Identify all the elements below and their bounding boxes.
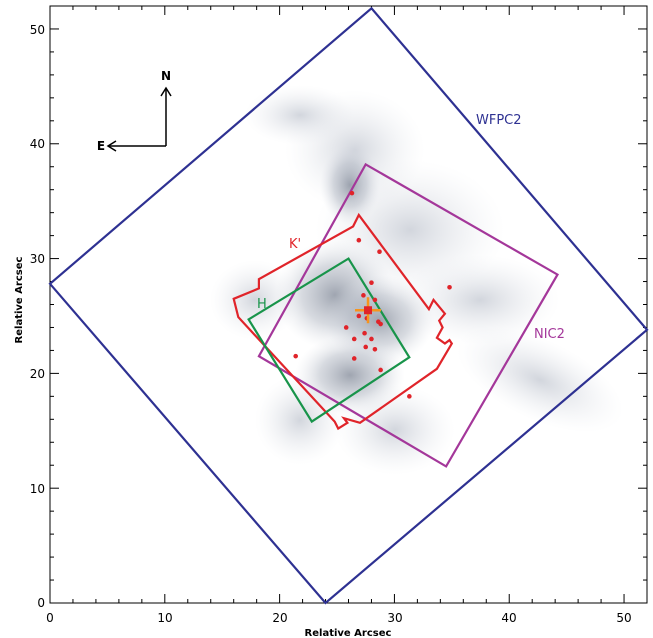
y-tick-label: 10 xyxy=(30,482,45,496)
y-tick-label: 30 xyxy=(30,252,45,266)
y-tick-label: 50 xyxy=(30,23,45,37)
x-tick-label: 40 xyxy=(501,611,516,625)
y-tick-labels: 0 10 20 30 40 50 xyxy=(30,23,45,610)
y-tick-label: 40 xyxy=(30,137,45,151)
center-square xyxy=(364,306,373,315)
star-point xyxy=(377,249,382,254)
star-point xyxy=(378,367,383,373)
footprint-k-outline xyxy=(232,212,454,431)
star-point xyxy=(378,321,383,327)
x-tick-label: 30 xyxy=(387,611,402,625)
east-arrowhead-icon xyxy=(106,140,117,152)
star-point xyxy=(369,336,374,342)
x-tick-label: 0 xyxy=(46,611,54,625)
star-point xyxy=(363,344,369,350)
footprint-outlines xyxy=(48,6,649,605)
x-tick-label: 50 xyxy=(616,611,631,625)
star-point xyxy=(372,346,378,352)
star-point xyxy=(447,284,452,290)
kprime-label: K' xyxy=(289,237,301,252)
star-point xyxy=(356,313,362,319)
star-point xyxy=(349,190,355,196)
star-point xyxy=(369,280,374,285)
footprint-labels: WFPC2 NIC2 K' H xyxy=(257,113,565,342)
nic2-label: NIC2 xyxy=(534,327,565,342)
north-label: N xyxy=(161,69,171,83)
star-point xyxy=(407,394,412,399)
star-markers xyxy=(293,190,452,399)
star-point xyxy=(293,353,298,359)
x-tick-labels: 0 10 20 30 40 50 xyxy=(46,611,631,625)
star-point xyxy=(356,237,362,243)
star-point xyxy=(351,336,357,342)
y-tick-label: 20 xyxy=(30,367,45,381)
compass-rose: N E xyxy=(97,69,172,153)
north-arrowhead-icon xyxy=(160,86,172,97)
wfpc2-label: WFPC2 xyxy=(476,113,522,128)
y-axis-title: Relative Arcsec xyxy=(14,256,25,343)
x-tick-label: 20 xyxy=(272,611,287,625)
y-tick-label: 0 xyxy=(37,596,45,610)
x-axis-title: Relative Arcsec xyxy=(305,628,392,638)
footprint-h-outline xyxy=(247,257,411,424)
center-marker xyxy=(355,297,382,324)
star-point xyxy=(361,293,366,298)
nebula-image xyxy=(210,85,624,475)
star-point xyxy=(351,356,357,361)
footprint-wfpc2-outline xyxy=(48,6,649,605)
star-point xyxy=(362,330,367,336)
east-label: E xyxy=(97,139,105,153)
star-point xyxy=(372,297,378,303)
h-label: H xyxy=(257,297,267,312)
star-point xyxy=(343,325,349,330)
x-tick-label: 10 xyxy=(157,611,172,625)
